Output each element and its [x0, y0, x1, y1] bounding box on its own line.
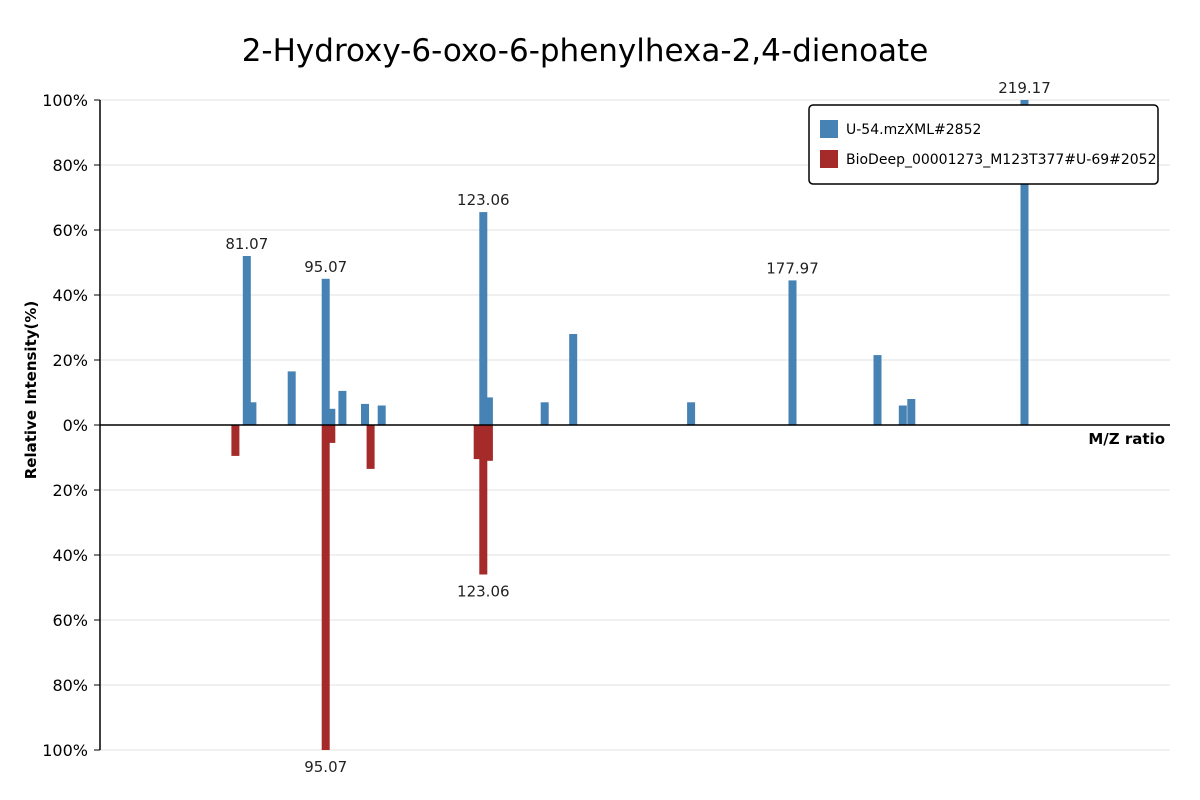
bar-upper	[1020, 100, 1029, 425]
bar-upper	[248, 402, 257, 426]
peak-label: 123.06	[457, 191, 510, 209]
peak-label: 123.06	[457, 583, 510, 601]
y-tick-label: 100%	[42, 91, 88, 110]
bar-upper	[569, 334, 578, 425]
bar-upper	[484, 397, 493, 425]
bar-upper	[287, 371, 296, 425]
peak-label: 95.07	[304, 258, 347, 276]
bar-upper	[242, 256, 251, 425]
legend-label-lower: BioDeep_00001273_M123T377#U-69#2052	[846, 152, 1157, 168]
bar-upper	[907, 399, 916, 425]
legend-swatch-lower	[820, 150, 838, 168]
y-tick-label: 100%	[42, 741, 88, 760]
bar-upper	[687, 402, 696, 426]
x-axis-label: M/Z ratio	[1088, 430, 1165, 448]
bar-lower	[479, 425, 488, 575]
bar-upper	[479, 212, 488, 425]
bar-upper	[540, 402, 549, 426]
bar-upper	[361, 403, 369, 425]
bar-upper	[327, 408, 336, 426]
bar-upper	[898, 405, 907, 425]
bar-lower	[366, 425, 375, 469]
axes	[99, 100, 1170, 750]
peak-label: 177.97	[766, 259, 819, 277]
y-tick-label: 40%	[52, 286, 88, 305]
legend-box	[808, 104, 1159, 185]
peak-labels: 81.07 95.07 123.06 177.97 219.17 95.07 123.06	[225, 79, 1050, 776]
bar-lower	[484, 425, 493, 461]
bar-lower	[231, 425, 240, 456]
bar-upper	[338, 390, 347, 425]
y-tick-label: 80%	[52, 676, 88, 695]
bar-lower	[321, 425, 330, 750]
y-tick-label: 20%	[52, 351, 88, 370]
y-tick-label: 40%	[52, 546, 88, 565]
y-axis-label: Relative Intensity(%)	[22, 301, 40, 480]
y-tick-label: 60%	[52, 221, 88, 240]
legend-label-upper: U-54.mzXML#2852	[846, 122, 981, 138]
y-tick-label: 80%	[52, 156, 88, 175]
bar-lower	[327, 425, 336, 443]
grid-lines	[100, 99, 1170, 751]
y-tick-label: 20%	[52, 481, 88, 500]
legend: U-54.mzXML#2852 BioDeep_00001273_M123T37…	[808, 104, 1159, 185]
chart-title: 2-Hydroxy-6-oxo-6-phenylhexa-2,4-dienoat…	[242, 33, 929, 69]
bar-upper	[873, 355, 882, 425]
peak-label: 95.07	[304, 758, 347, 776]
legend-swatch-upper	[820, 120, 838, 138]
bar-upper	[321, 278, 330, 426]
y-ticks: 100% 80% 60% 40% 20% 0% 20% 40% 60% 80% 100%	[42, 91, 100, 760]
bars-layer	[231, 100, 1029, 750]
y-tick-label: 60%	[52, 611, 88, 630]
peak-label: 81.07	[225, 235, 268, 253]
bar-lower	[473, 425, 482, 460]
bar-upper	[788, 280, 797, 425]
bar-upper	[377, 405, 386, 425]
y-tick-label: 0%	[63, 416, 88, 435]
peak-label: 219.17	[998, 79, 1051, 97]
